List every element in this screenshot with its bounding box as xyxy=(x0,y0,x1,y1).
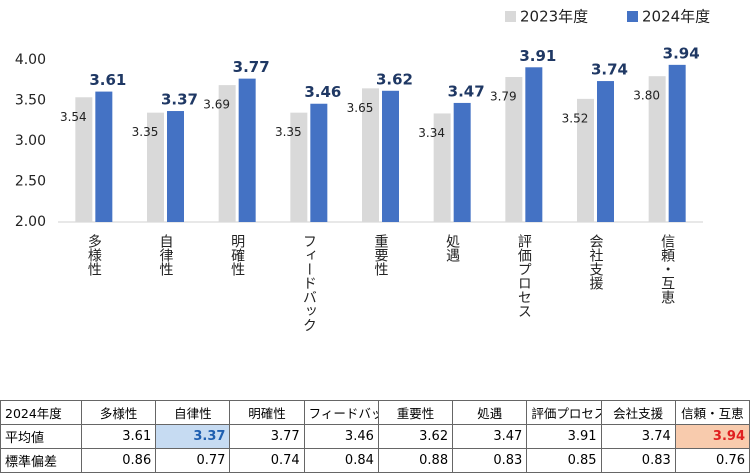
table-cell: 3.74 xyxy=(600,424,676,449)
data-label: 3.65 xyxy=(347,101,374,115)
bar xyxy=(433,113,451,222)
bar xyxy=(453,102,471,222)
data-label: 3.79 xyxy=(490,90,517,104)
bar xyxy=(95,91,113,222)
legend-label: 2023年度 xyxy=(520,8,588,26)
data-label: 3.46 xyxy=(304,83,341,101)
table-row: 2024年度多様性自律性明確性フィードバック重要性処遇評価プロセス会社支援信頼・… xyxy=(0,400,750,425)
table-cell: 3.62 xyxy=(377,424,454,449)
table-cell: 多様性 xyxy=(80,400,157,425)
summary-table: 2024年度多様性自律性明確性フィードバック重要性処遇評価プロセス会社支援信頼・… xyxy=(0,400,750,473)
table-cell: 3.91 xyxy=(526,424,602,449)
legend-swatch xyxy=(627,11,638,22)
data-label: 3.34 xyxy=(418,126,445,140)
bar xyxy=(382,90,399,222)
table-cell: 3.61 xyxy=(80,424,157,449)
legend-swatch xyxy=(505,11,516,22)
table-cell: 0.83 xyxy=(600,448,676,473)
bar xyxy=(147,112,164,222)
y-tick-label: 3.00 xyxy=(15,133,46,149)
data-label: 3.35 xyxy=(275,125,302,139)
bar xyxy=(167,111,184,222)
table-cell: 標準偏差 xyxy=(0,448,82,473)
bar xyxy=(668,64,686,222)
table-cell: 平均値 xyxy=(0,424,82,449)
table-cell: 3.37 xyxy=(155,424,231,449)
bar xyxy=(218,85,236,222)
data-label: 3.91 xyxy=(519,47,556,65)
y-tick-label: 2.50 xyxy=(15,174,46,190)
data-label: 3.61 xyxy=(89,71,126,89)
table-cell: 0.86 xyxy=(80,448,157,473)
data-label: 3.47 xyxy=(448,82,485,100)
table-cell: 処遇 xyxy=(452,400,528,425)
table-cell: 2024年度 xyxy=(0,400,82,425)
bar xyxy=(75,97,93,222)
table-cell: 信頼・互恵 xyxy=(674,400,750,425)
bar xyxy=(362,88,379,222)
bar xyxy=(577,98,594,222)
x-tick-label: 重要性 xyxy=(373,234,389,276)
data-label: 3.69 xyxy=(203,98,230,112)
bar xyxy=(525,67,543,222)
x-tick-label: 信頼・互恵 xyxy=(659,234,675,304)
table-cell: 0.76 xyxy=(674,448,750,473)
table-cell: 0.77 xyxy=(155,448,231,473)
table-cell: 0.74 xyxy=(229,448,305,473)
data-label: 3.54 xyxy=(60,110,87,124)
table-cell: 0.83 xyxy=(452,448,528,473)
table-cell: 3.77 xyxy=(229,424,305,449)
data-label: 3.35 xyxy=(132,125,159,139)
bar xyxy=(290,112,308,222)
data-label: 3.62 xyxy=(376,70,413,88)
y-tick-label: 2.00 xyxy=(15,214,46,230)
x-tick-label: フィードバック xyxy=(301,234,317,332)
data-label: 3.94 xyxy=(663,44,700,62)
x-tick-label: 明確性 xyxy=(229,234,245,276)
table-cell: フィードバック xyxy=(303,400,379,425)
y-tick-label: 3.50 xyxy=(15,93,46,109)
table-row: 平均値 3.61 3.37 3.77 3.46 3.62 3.47 3.91 3.74 3.94 xyxy=(0,424,750,449)
table-cell: 重要性 xyxy=(377,400,454,425)
table-cell: 3.46 xyxy=(303,424,379,449)
x-tick-label: 評価プロセス xyxy=(516,234,532,318)
data-label: 3.74 xyxy=(591,61,628,79)
data-label: 3.77 xyxy=(233,58,270,76)
bar xyxy=(648,76,666,222)
bar xyxy=(238,78,256,222)
table-cell: 3.94 xyxy=(674,424,750,449)
data-label: 3.37 xyxy=(161,91,198,109)
table-cell: 自律性 xyxy=(155,400,231,425)
y-tick-label: 4.00 xyxy=(15,52,46,68)
table-cell: 3.47 xyxy=(452,424,528,449)
table-cell: 会社支援 xyxy=(600,400,676,425)
table-row: 標準偏差 0.86 0.77 0.74 0.84 0.88 0.83 0.85 0.83 0.76 xyxy=(0,448,750,473)
table-cell: 0.84 xyxy=(303,448,379,473)
table-cell: 0.85 xyxy=(526,448,602,473)
x-tick-label: 自律性 xyxy=(158,234,174,276)
table-cell: 明確性 xyxy=(229,400,305,425)
bar xyxy=(597,81,614,222)
x-tick-label: 多様性 xyxy=(86,233,102,276)
table-cell: 0.88 xyxy=(377,448,454,473)
legend-label: 2024年度 xyxy=(642,8,710,26)
bar xyxy=(505,77,523,222)
table-cell: 評価プロセス xyxy=(526,400,602,425)
bar xyxy=(310,103,328,222)
data-label: 3.80 xyxy=(633,89,660,103)
x-tick-label: 会社支援 xyxy=(588,234,604,291)
chart: 2.00 2.50 3.00 3.50 4.00 2023年度 2024年度 3.54 3.61… xyxy=(15,8,710,333)
x-tick-label: 処遇 xyxy=(444,234,460,263)
data-label: 3.52 xyxy=(562,111,589,125)
